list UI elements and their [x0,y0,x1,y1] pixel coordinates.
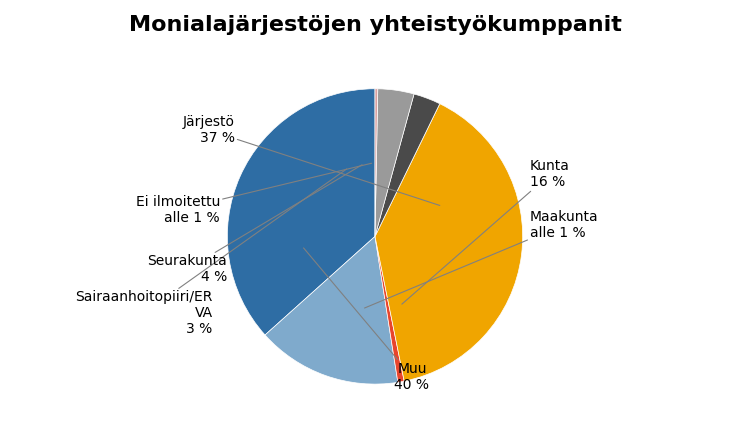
Text: Maakunta
alle 1 %: Maakunta alle 1 % [364,210,598,308]
Title: Monialajärjestöjen yhteistyökumppanit: Monialajärjestöjen yhteistyökumppanit [128,15,622,35]
Text: Järjestö
37 %: Järjestö 37 % [183,115,440,205]
Wedge shape [375,89,414,236]
Text: Kunta
16 %: Kunta 16 % [402,159,570,304]
Wedge shape [375,94,440,236]
Text: Ei ilmoitettu
alle 1 %: Ei ilmoitettu alle 1 % [136,163,371,225]
Text: Seurakunta
4 %: Seurakunta 4 % [148,165,362,284]
Wedge shape [375,89,378,236]
Text: Sairaanhoitopiiri/ER
VA
3 %: Sairaanhoitopiiri/ER VA 3 % [75,169,346,337]
Wedge shape [375,236,404,382]
Wedge shape [265,236,398,384]
Wedge shape [375,104,523,381]
Wedge shape [227,89,375,335]
Text: Muu
40 %: Muu 40 % [304,248,430,392]
